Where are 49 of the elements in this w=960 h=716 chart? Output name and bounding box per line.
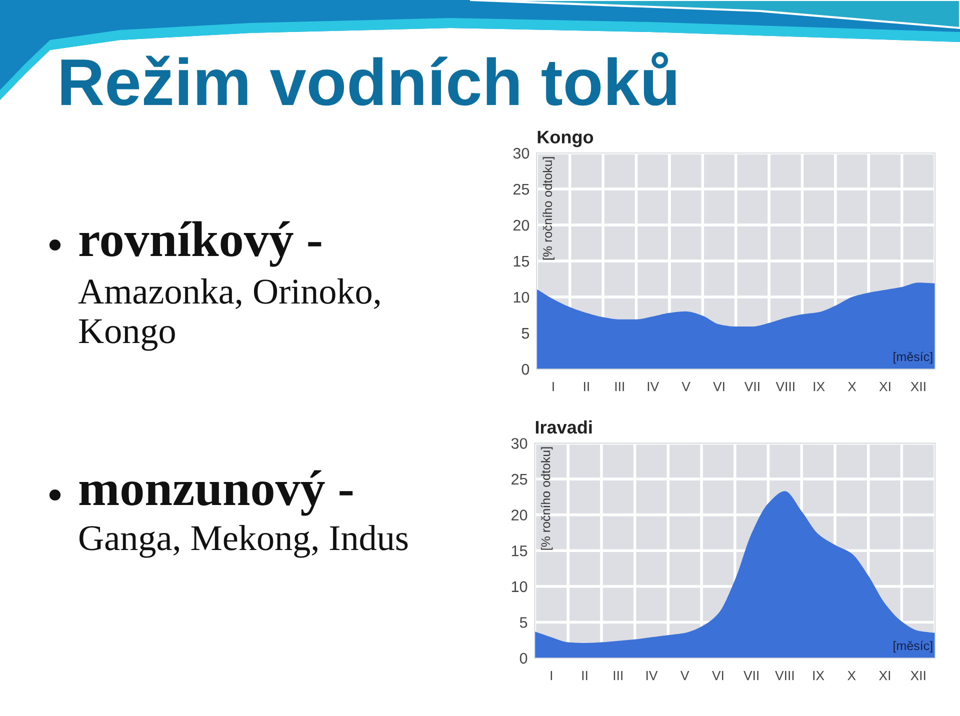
y-tick-label: 0 xyxy=(520,652,528,664)
x-tick-label: XI xyxy=(879,670,890,680)
x-axis-title: [měsíc] xyxy=(894,352,932,364)
y-tick-label: 30 xyxy=(511,438,528,449)
y-tick-label: 20 xyxy=(513,220,530,231)
x-tick-label: VII xyxy=(744,670,758,680)
x-tick-label: XII xyxy=(910,382,926,392)
x-tick-label: IV xyxy=(646,670,658,680)
x-tick-label: III xyxy=(614,670,622,680)
x-tick-label: XII xyxy=(910,670,926,680)
y-tick-label: 25 xyxy=(512,474,528,485)
text: monzunový - xyxy=(79,470,353,516)
y-tick-label: 5 xyxy=(520,617,528,628)
x-tick-label: III xyxy=(615,382,624,392)
y-tick-label: 0 xyxy=(522,364,530,375)
y-tick-label: 10 xyxy=(514,292,530,303)
y-tick-label: 10 xyxy=(512,581,528,592)
x-tick-label: IX xyxy=(813,670,824,680)
x-tick-label: X xyxy=(848,382,856,392)
y-tick-label: 20 xyxy=(512,510,528,520)
y-axis-title: [% ročního odtoku] xyxy=(540,447,553,550)
x-tick-label: XI xyxy=(879,382,890,392)
text: Režim vodních toků xyxy=(61,52,676,106)
x-tick-label: V xyxy=(680,670,690,680)
x-tick-label: IV xyxy=(648,382,660,392)
x-tick-label: II xyxy=(584,382,589,392)
x-tick-label: V xyxy=(682,382,690,392)
y-tick-label: 15 xyxy=(512,546,528,556)
chart-title: Kongo xyxy=(538,130,594,148)
y-tick-label: 15 xyxy=(514,256,530,267)
x-tick-label: IX xyxy=(814,382,825,392)
x-tick-label: VI xyxy=(712,670,724,680)
x-tick-label: I xyxy=(550,670,552,680)
x-tick-label: VIII xyxy=(776,382,794,392)
x-tick-label: II xyxy=(582,670,588,680)
x-tick-label: I xyxy=(552,382,554,392)
y-tick-label: 5 xyxy=(522,328,530,339)
x-tick-label: VII xyxy=(744,382,760,392)
y-axis-title: [% ročního odtoku] xyxy=(542,157,554,260)
text: Ganga, Mekong, Indus xyxy=(79,524,408,558)
x-tick-label: VIII xyxy=(775,670,794,680)
text: rovníkový - xyxy=(79,221,322,267)
x-tick-label: X xyxy=(848,670,856,680)
x-axis-title: [měsíc] xyxy=(894,640,932,653)
y-tick-label: 30 xyxy=(513,148,530,159)
x-tick-label: VI xyxy=(713,382,724,392)
text: Amazonka, Orinoko, Kongo xyxy=(78,278,380,351)
y-tick-label: 25 xyxy=(513,184,530,195)
chart-title: Iravadi xyxy=(536,420,592,434)
